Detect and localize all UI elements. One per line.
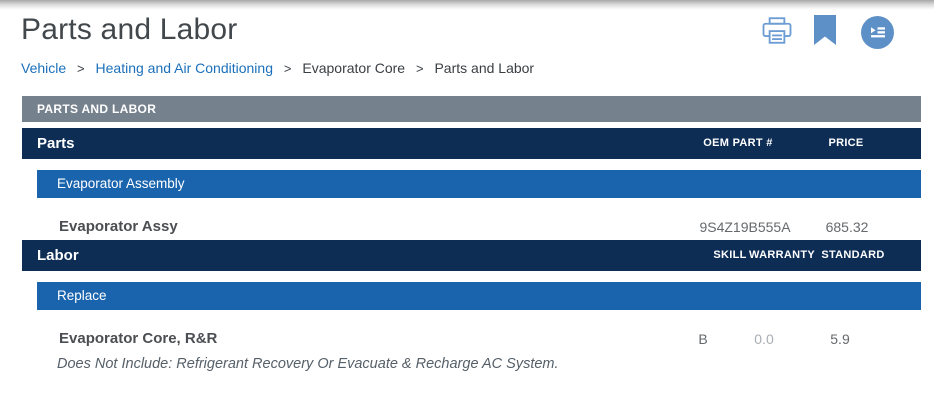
labor-standard-value: 5.9 — [830, 331, 850, 347]
table-row-evaporator-assy: Evaporator Assy 9S4Z19B555A 685.32 — [0, 218, 934, 238]
labor-warranty-value: 0.0 — [754, 331, 774, 347]
part-oem-number: 9S4Z19B555A — [699, 219, 791, 235]
table-row-evaporator-core-rr: Evaporator Core, R&R B 0.0 5.9 — [0, 330, 934, 350]
breadcrumb-separator-icon: > — [77, 61, 85, 76]
breadcrumb: Vehicle > Heating and Air Conditioning >… — [21, 60, 534, 76]
breadcrumb-heating-and-air-conditioning[interactable]: Heating and Air Conditioning — [95, 60, 273, 76]
labor-exclusion-note: Does Not Include: Refrigerant Recovery O… — [57, 356, 559, 372]
column-header-price: PRICE — [828, 137, 864, 149]
print-icon[interactable] — [762, 17, 792, 49]
list-menu-icon[interactable] — [861, 16, 894, 54]
parts-table-header: Parts OEM PART # PRICE — [22, 128, 921, 159]
labor-header-label: Labor — [37, 247, 79, 264]
labor-group-replace: Replace — [37, 282, 921, 310]
bookmark-icon[interactable] — [814, 15, 836, 50]
parts-group-evaporator-assembly: Evaporator Assembly — [37, 170, 921, 198]
top-shadow-strip — [0, 0, 934, 10]
breadcrumb-parts-and-labor: Parts and Labor — [434, 60, 535, 76]
column-header-warranty: WARRANTY — [749, 249, 815, 261]
column-header-skill: SKILL — [713, 249, 747, 261]
part-price: 685.32 — [825, 219, 869, 235]
page-title: Parts and Labor — [21, 13, 238, 46]
labor-skill-value: B — [698, 331, 708, 347]
part-name: Evaporator Assy — [59, 218, 178, 235]
breadcrumb-separator-icon: > — [415, 61, 424, 76]
labor-table-header: Labor SKILL WARRANTY STANDARD — [22, 240, 921, 271]
column-header-oem-part: OEM PART # — [703, 137, 773, 149]
parts-header-label: Parts — [37, 135, 75, 152]
breadcrumb-separator-icon: > — [283, 61, 292, 76]
breadcrumb-evaporator-core: Evaporator Core — [302, 60, 406, 76]
column-header-standard: STANDARD — [821, 249, 885, 261]
section-header-parts-and-labor: PARTS AND LABOR — [22, 96, 921, 122]
breadcrumb-vehicle[interactable]: Vehicle — [21, 60, 67, 76]
labor-operation-name: Evaporator Core, R&R — [59, 330, 218, 347]
